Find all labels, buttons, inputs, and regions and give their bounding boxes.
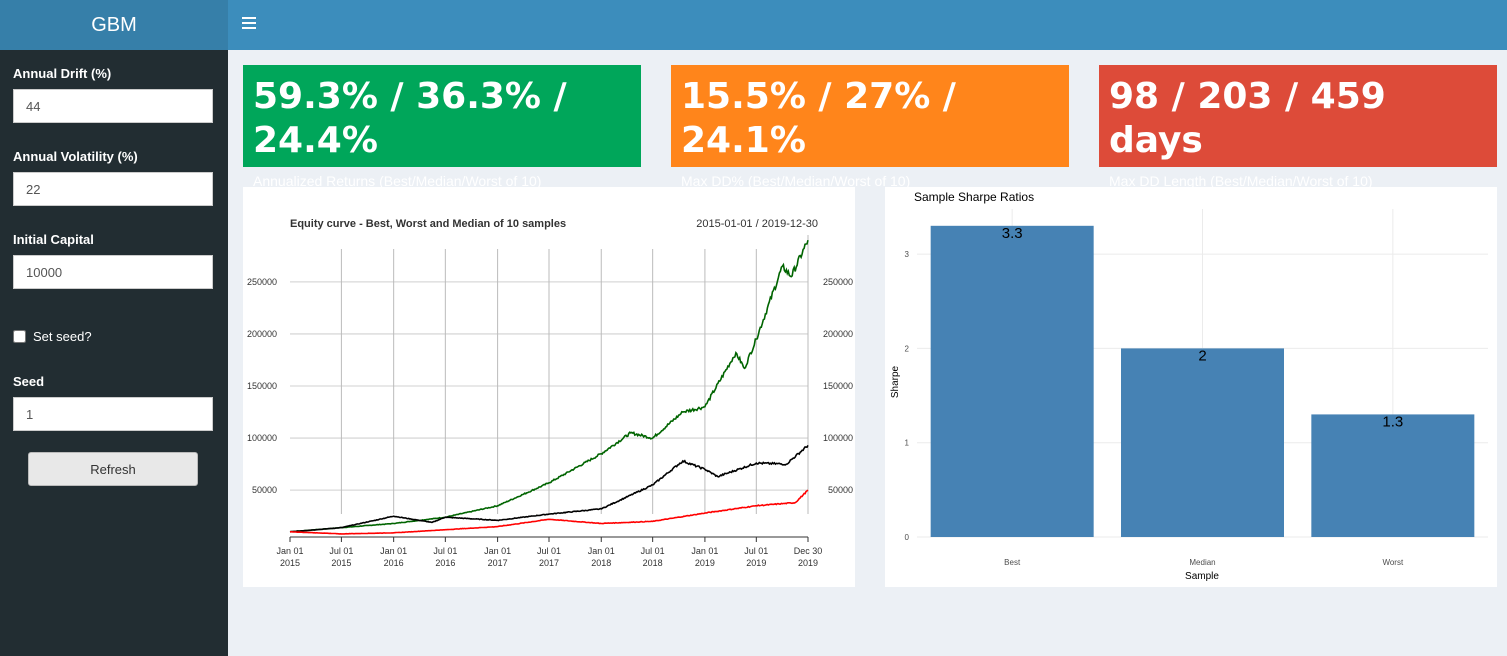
drift-input[interactable]	[13, 89, 213, 123]
y-tick-label: 3	[905, 250, 910, 259]
bar-median	[1121, 348, 1284, 537]
set-seed-checkbox[interactable]	[13, 330, 26, 343]
app-title: GBM	[0, 0, 228, 50]
bar-value-label: 2	[1198, 347, 1206, 364]
x-tick-label: Jul 01	[537, 546, 561, 556]
bar-worst	[1311, 414, 1475, 537]
max-dd-value: 15.5% / 27% / 24.1%	[681, 76, 956, 161]
volatility-label: Annual Volatility (%)	[13, 149, 138, 164]
x-tick-year: 2019	[695, 558, 715, 568]
x-tick-year: 2018	[591, 558, 611, 568]
y-tick-label-left: 250000	[247, 277, 277, 287]
equity-curve-panel: Equity curve - Best, Worst and Median of…	[243, 187, 855, 587]
max-dd-value-box: 15.5% / 27% / 24.1% Max DD% (Best/Median…	[671, 65, 1069, 189]
seed-label: Seed	[13, 374, 45, 389]
capital-label: Initial Capital	[13, 232, 94, 247]
sharpe-chart: Sample Sharpe Ratios Sample Sharpe 0 1 2 3 3…	[890, 190, 1488, 582]
refresh-button[interactable]: Refresh	[28, 452, 198, 486]
x-tick-label: Jan 01	[276, 546, 303, 556]
x-tick-label: Jan 01	[484, 546, 511, 556]
x-tick-label: Best	[1004, 558, 1021, 567]
y-tick-label-right: 150000	[823, 381, 853, 391]
x-tick-label: Jul 01	[433, 546, 457, 556]
y-tick-label-right: 50000	[828, 485, 853, 495]
x-tick-label: Jul 01	[329, 546, 353, 556]
max-dd-subtitle: Max DD% (Best/Median/Worst of 10)	[681, 173, 911, 189]
x-tick-label: Jan 01	[380, 546, 407, 556]
set-seed-label: Set seed?	[33, 329, 92, 344]
equity-series-line-1	[289, 445, 809, 533]
hamburger-icon[interactable]	[242, 17, 256, 31]
set-seed-checkbox-row[interactable]: Set seed?	[13, 329, 215, 344]
y-tick-label-right: 250000	[823, 277, 853, 287]
sharpe-x-label: Sample	[1185, 571, 1219, 582]
x-tick-year: 2018	[643, 558, 663, 568]
y-tick-label-left: 100000	[247, 433, 277, 443]
equity-series-line-0	[289, 239, 809, 533]
sharpe-panel: Sample Sharpe Ratios Sample Sharpe 0 1 2 3 3…	[885, 187, 1497, 587]
y-tick-label-left: 200000	[247, 329, 277, 339]
equity-date-range: 2015-01-01 / 2019-12-30	[696, 218, 818, 230]
x-tick-year: 2015	[331, 558, 351, 568]
sharpe-chart-title: Sample Sharpe Ratios	[914, 190, 1034, 204]
y-tick-label-left: 50000	[252, 485, 277, 495]
x-tick-year: 2016	[384, 558, 404, 568]
y-tick-label: 2	[905, 344, 910, 353]
y-tick-label: 1	[905, 439, 910, 448]
y-tick-label-right: 200000	[823, 329, 853, 339]
returns-subtitle: Annualized Returns (Best/Median/Worst of…	[253, 173, 542, 189]
bar-value-label: 3.3	[1002, 225, 1023, 242]
x-tick-year: 2015	[280, 558, 300, 568]
bar-value-label: 1.3	[1382, 413, 1403, 430]
x-tick-label: Jan 01	[588, 546, 615, 556]
x-tick-year: 2017	[539, 558, 559, 568]
sharpe-y-label: Sharpe	[890, 365, 901, 398]
sidebar: Annual Drift (%) Annual Volatility (%) I…	[0, 50, 228, 656]
dd-length-value-box: 98 / 203 / 459 days Max DD Length (Best/…	[1099, 65, 1497, 189]
dd-length-value: 98 / 203 / 459 days	[1109, 76, 1386, 161]
y-tick-label-left: 150000	[247, 381, 277, 391]
dd-length-subtitle: Max DD Length (Best/Median/Worst of 10)	[1109, 173, 1373, 189]
x-tick-label: Dec 30	[794, 546, 823, 556]
capital-input[interactable]	[13, 255, 213, 289]
drift-label: Annual Drift (%)	[13, 66, 112, 81]
x-tick-label: Jul 01	[641, 546, 665, 556]
volatility-input[interactable]	[13, 172, 213, 206]
seed-input[interactable]	[13, 397, 213, 431]
returns-value-box: 59.3% / 36.3% / 24.4% Annualized Returns…	[243, 65, 641, 189]
x-tick-label: Jan 01	[691, 546, 718, 556]
top-navbar	[228, 0, 1507, 50]
equity-series-line-2	[290, 489, 809, 535]
x-tick-label: Worst	[1382, 558, 1404, 567]
y-tick-label-right: 100000	[823, 433, 853, 443]
bar-best	[930, 225, 1094, 537]
x-tick-year: 2019	[746, 558, 766, 568]
x-tick-label: Median	[1189, 558, 1215, 567]
x-tick-label: Jul 01	[744, 546, 768, 556]
returns-value: 59.3% / 36.3% / 24.4%	[253, 76, 567, 161]
y-tick-label: 0	[905, 533, 910, 542]
equity-curve-chart: Equity curve - Best, Worst and Median of…	[247, 218, 853, 568]
x-tick-year: 2017	[488, 558, 508, 568]
equity-chart-title: Equity curve - Best, Worst and Median of…	[290, 218, 566, 230]
x-tick-year: 2019	[798, 558, 818, 568]
x-tick-year: 2016	[435, 558, 455, 568]
